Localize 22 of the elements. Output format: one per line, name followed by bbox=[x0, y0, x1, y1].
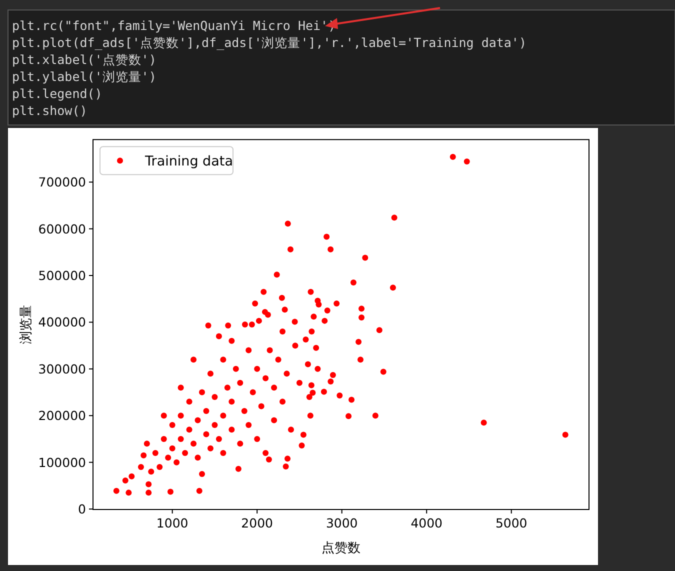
text: plt.plot(df_ads['点赞数'],df_ads['浏览量'],'r.',label='Training data') bbox=[12, 35, 526, 50]
x-tick-label: 2000 bbox=[241, 516, 274, 530]
x-tick-label: 1000 bbox=[156, 516, 188, 530]
x-axis-title: 点赞数 bbox=[322, 541, 360, 556]
x-tick-label: 5000 bbox=[495, 516, 528, 530]
text: plt.ylabel('浏览量') bbox=[12, 69, 156, 84]
legend: Training data bbox=[100, 146, 234, 176]
text: plt.show() bbox=[12, 103, 88, 118]
y-tick-label: 600000 bbox=[38, 221, 86, 236]
x-tick-label: 4000 bbox=[410, 516, 443, 530]
y-tick-label: 200000 bbox=[38, 408, 86, 424]
y-tick-label: 700000 bbox=[38, 174, 86, 190]
y-tick-label: 0 bbox=[78, 502, 86, 517]
y-tick-label: 300000 bbox=[38, 361, 86, 376]
y-tick-label: 500000 bbox=[38, 268, 86, 284]
text: plt.legend() bbox=[12, 86, 102, 101]
text: plt.xlabel('点赞数') bbox=[12, 52, 156, 67]
y-axis-title: 浏览量 bbox=[19, 305, 34, 344]
legend-label: Training data bbox=[144, 154, 233, 170]
y-tick-label: 100000 bbox=[38, 454, 86, 470]
y-tick-label: 400000 bbox=[38, 314, 86, 330]
x-tick-label: 3000 bbox=[326, 516, 358, 530]
